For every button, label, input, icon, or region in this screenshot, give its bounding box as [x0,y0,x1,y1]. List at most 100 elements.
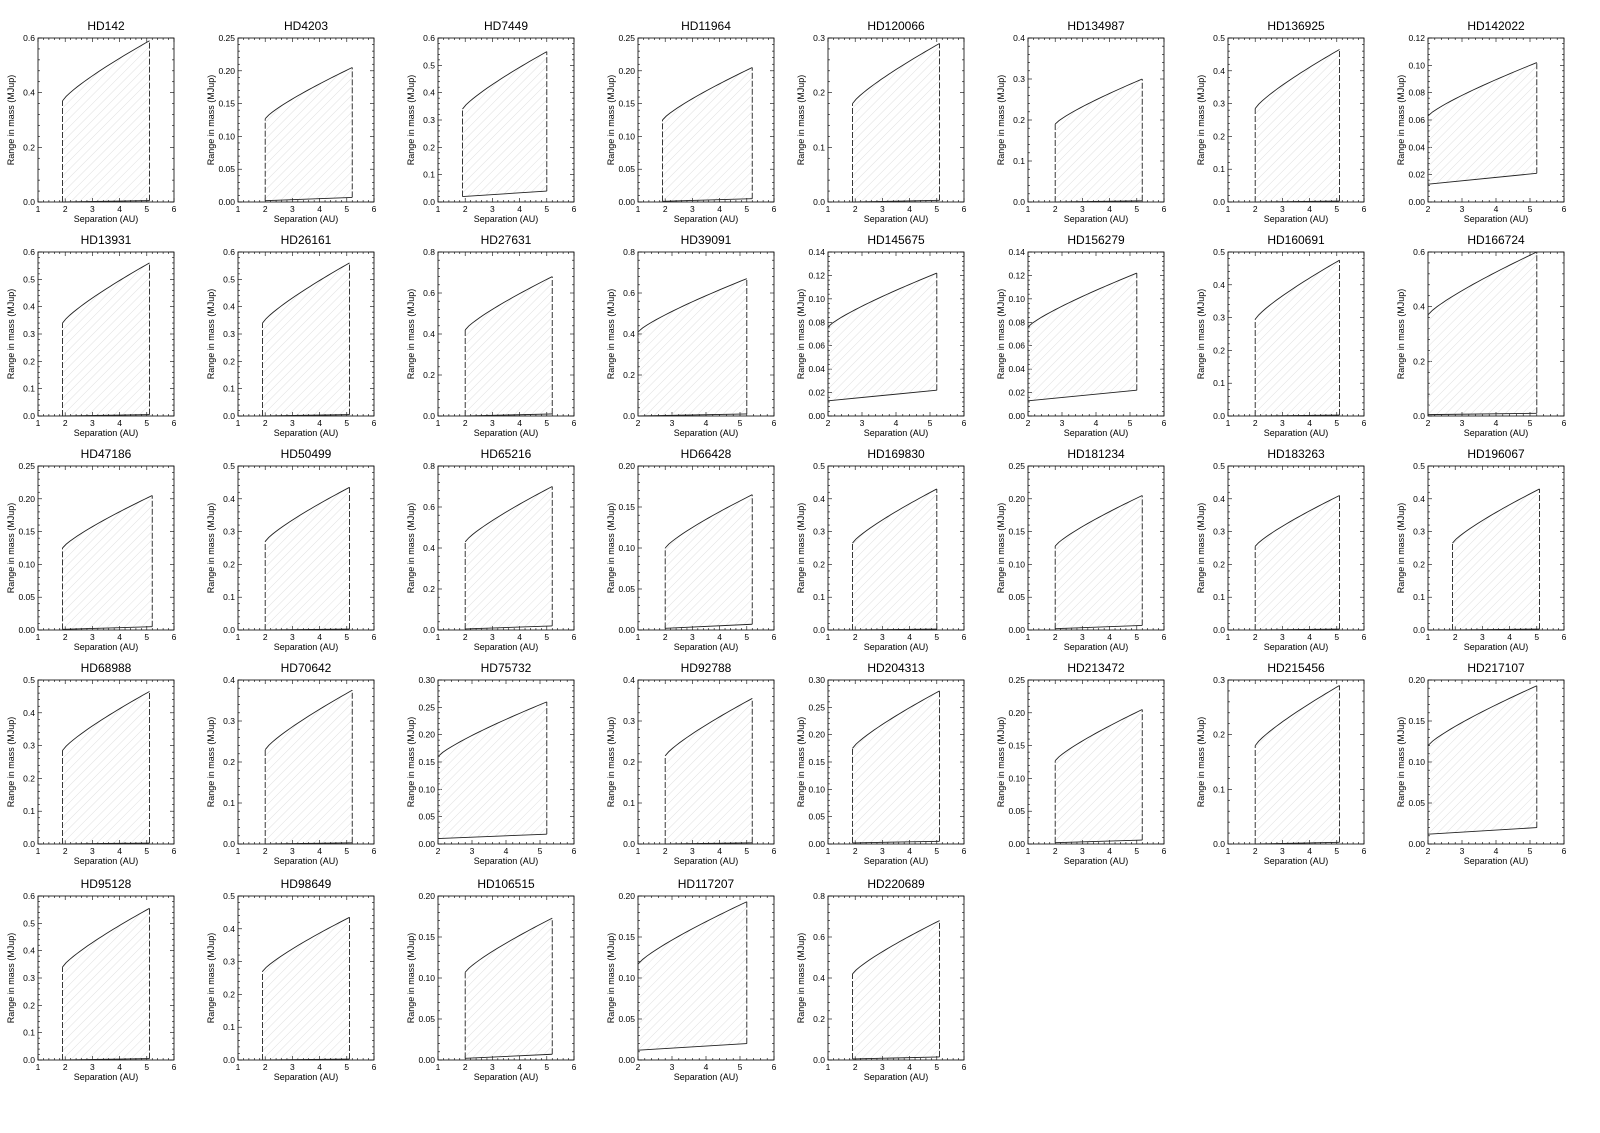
upper-mass-curve [827,272,937,328]
y-tick-label: 0.05 [18,592,35,602]
x-tick-label: 6 [572,1062,577,1072]
x-tick-label: 5 [934,846,939,856]
y-tick-label: 0.1 [1213,784,1225,794]
x-tick-label: 2 [63,846,68,856]
x-tick-label: 5 [344,846,349,856]
chart-svg: HD26161 1 2 3 4 5 6 Separation (AU) 0.0 0.1 0.2 0.3… [206,233,377,438]
x-tick-label: 2 [263,1062,268,1072]
y-tick-label: 0.3 [1213,675,1225,685]
x-tick-label: 5 [544,204,549,214]
y-tick-label: 0.10 [418,784,435,794]
y-tick-label: 0.1 [1013,156,1025,166]
x-tick-label: 3 [1280,846,1285,856]
chart-panel: HD204313 1 2 3 4 5 6 Separation (AU) 0.00 0.05 0.1… [796,658,1000,880]
y-axis: 0.00 0.05 0.10 0.15 0.20 0.25 [1008,461,1164,635]
mass-range-region [665,698,753,844]
y-tick-label: 0.0 [423,625,435,635]
lower-mass-line [62,842,150,845]
y-axis-label: Range in mass (MJup) [406,717,416,808]
x-tick-label: 2 [263,204,268,214]
x-tick-label: 6 [172,846,177,856]
y-tick-label: 0.05 [1408,798,1425,808]
plot-frame [1027,679,1165,845]
y-tick-label: 0.00 [418,1055,435,1065]
x-tick-label: 5 [544,418,549,428]
y-axis-label: Range in mass (MJup) [206,717,216,808]
x-tick-label: 3 [860,418,865,428]
x-axis-label: Separation (AU) [864,214,929,224]
x-tick-label: 5 [144,1062,149,1072]
upper-mass-curve [1254,259,1340,320]
y-tick-label: 0.00 [808,411,825,421]
y-tick-label: 0.1 [1213,592,1225,602]
y-axis: 0.0 0.1 0.2 0.3 0.4 0.5 0.6 [23,891,174,1065]
chart-svg: HD145675 2 3 4 5 6 Separation (AU) 0.00 0.02 0.04… [796,233,967,438]
chart-panel: HD145675 2 3 4 5 6 Separation (AU) 0.00 0.02 0.04… [796,230,1000,452]
x-tick-label: 5 [344,204,349,214]
plot-frame [1027,465,1165,631]
mass-range-region [852,920,940,1059]
lower-mass-line [827,389,937,402]
y-tick-label: 0.5 [1213,33,1225,43]
y-tick-label: 0.30 [418,675,435,685]
chart-panel: HD120066 1 2 3 4 5 6 Separation (AU) 0.0 0.1 0.2 0.… [796,16,1000,238]
chart-svg: HD106515 1 2 3 4 5 6 Separation (AU) 0.00 0.05 0.1… [406,877,577,1082]
y-tick-label: 0.25 [618,33,635,43]
x-tick-label: 2 [1053,632,1058,642]
upper-mass-curve [464,276,553,331]
chart-panel: HD156279 2 3 4 5 6 Separation (AU) 0.00 0.02 0.04… [996,230,1200,452]
chart-title: HD47186 [81,447,132,461]
y-tick-label: 0.3 [1013,74,1025,84]
chart-svg: HD66428 1 2 3 4 5 6 Separation (AU) 0.00 0.05 0.10… [606,447,777,652]
x-axis-label: Separation (AU) [474,428,539,438]
y-axis-label: Range in mass (MJup) [796,75,806,166]
x-tick-label: 6 [1562,632,1567,642]
x-axis-label: Separation (AU) [474,642,539,652]
mass-range-region [828,273,937,401]
x-axis-label: Separation (AU) [474,856,539,866]
mass-range-region [1428,685,1537,835]
chart-svg: HD166724 2 3 4 5 6 Separation (AU) 0.0 0.2 0.4 0.6… [1396,233,1567,438]
lower-mass-line [662,198,753,202]
x-axis: 1 2 3 4 5 6 [436,38,577,214]
x-tick-label: 3 [1080,204,1085,214]
x-axis-label: Separation (AU) [1464,428,1529,438]
x-tick-label: 6 [172,1062,177,1072]
chart-panel: HD117207 2 3 4 5 6 Separation (AU) 0.00 0.05 0.10… [606,874,810,1096]
x-tick-label: 4 [1307,418,1312,428]
x-tick-label: 5 [344,418,349,428]
y-tick-label: 0.02 [1408,170,1425,180]
upper-mass-curve [1452,488,1540,544]
chart-svg: HD70642 1 2 3 4 5 6 Separation (AU) 0.0 0.1 0.2 0.3… [206,661,377,866]
mass-range-region [438,701,547,839]
x-tick-label: 3 [1280,418,1285,428]
lower-mass-line [1027,389,1137,402]
y-tick-label: 0.0 [223,1055,235,1065]
y-tick-label: 0.2 [23,356,35,366]
x-tick-label: 6 [372,418,377,428]
y-tick-label: 0.5 [423,60,435,70]
y-axis: 0.0 0.1 0.2 0.3 0.4 [223,675,374,849]
x-tick-label: 2 [636,1062,641,1072]
y-tick-label: 0.3 [813,527,825,537]
x-axis-label: Separation (AU) [74,1072,139,1082]
y-tick-label: 0.2 [423,370,435,380]
x-tick-label: 6 [372,846,377,856]
chart-panel: HD65216 1 2 3 4 5 6 Separation (AU) 0.0 0.2 0.4 0.6… [406,444,610,666]
y-tick-label: 0.00 [1008,625,1025,635]
upper-mass-curve [1427,251,1537,316]
chart-title: HD120066 [867,19,925,33]
x-tick-label: 6 [572,418,577,428]
upper-mass-curve [1254,685,1340,746]
lower-mass-line [465,625,553,630]
y-tick-label: 0.8 [813,891,825,901]
x-tick-label: 6 [1362,846,1367,856]
x-tick-label: 5 [544,632,549,642]
y-tick-label: 0.3 [1213,313,1225,323]
x-tick-label: 6 [962,1062,967,1072]
y-axis-label: Range in mass (MJup) [606,933,616,1024]
x-tick-label: 2 [1253,632,1258,642]
y-tick-label: 0.20 [1008,708,1025,718]
chart-title: HD39091 [681,233,732,247]
